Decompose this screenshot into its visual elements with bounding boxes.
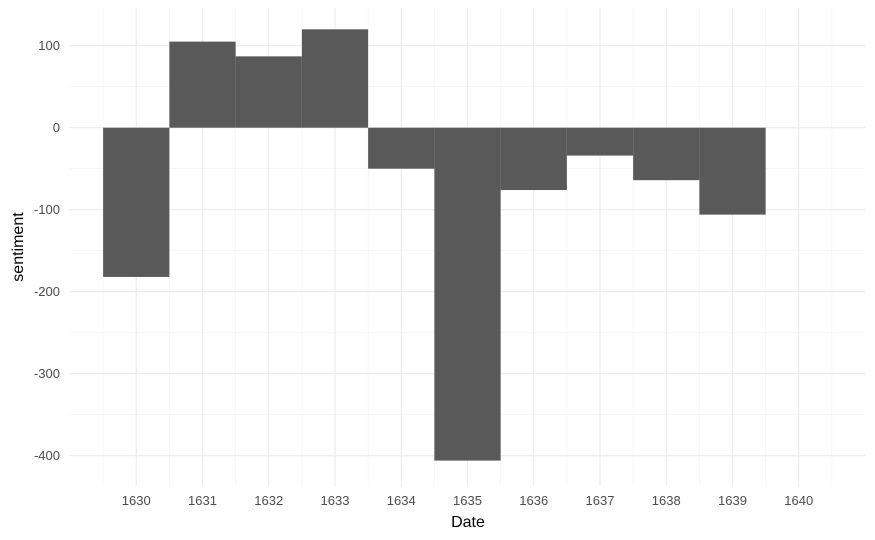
x-tick-label: 1634 [387,493,416,508]
y-tick-label: 0 [53,120,60,135]
x-tick-label: 1632 [254,493,283,508]
bar-1636 [500,127,567,191]
x-tick-label: 1633 [321,493,350,508]
x-tick-label: 1631 [188,493,217,508]
bar-1635 [434,127,501,461]
y-tick-labels: 100 0 -100 -200 -300 -400 [34,38,60,463]
x-tick-label: 1640 [784,493,813,508]
bar-1638 [633,127,700,181]
x-tick-label: 1636 [519,493,548,508]
y-tick-label: -200 [34,284,60,299]
bar-1631 [169,41,236,128]
x-tick-label: 1638 [652,493,681,508]
bars [103,29,766,461]
y-axis-title: sentiment [10,212,27,282]
bar-1632 [235,56,302,128]
x-axis-title: Date [451,514,485,531]
y-tick-label: -100 [34,202,60,217]
bar-1630 [103,127,170,277]
x-tick-label: 1637 [586,493,615,508]
x-tick-label: 1639 [718,493,747,508]
bar-1639 [699,127,766,215]
bar-1633 [301,29,369,128]
x-tick-label: 1630 [122,493,151,508]
bar-1637 [566,127,634,156]
y-tick-label: 100 [38,38,60,53]
x-tick-labels: 1630 1631 1632 1633 1634 1635 1636 1637 1638 1639… [122,493,813,508]
bar-1634 [368,127,435,169]
x-tick-label: 1635 [453,493,482,508]
y-tick-label: -400 [34,448,60,463]
y-tick-label: -300 [34,366,60,381]
